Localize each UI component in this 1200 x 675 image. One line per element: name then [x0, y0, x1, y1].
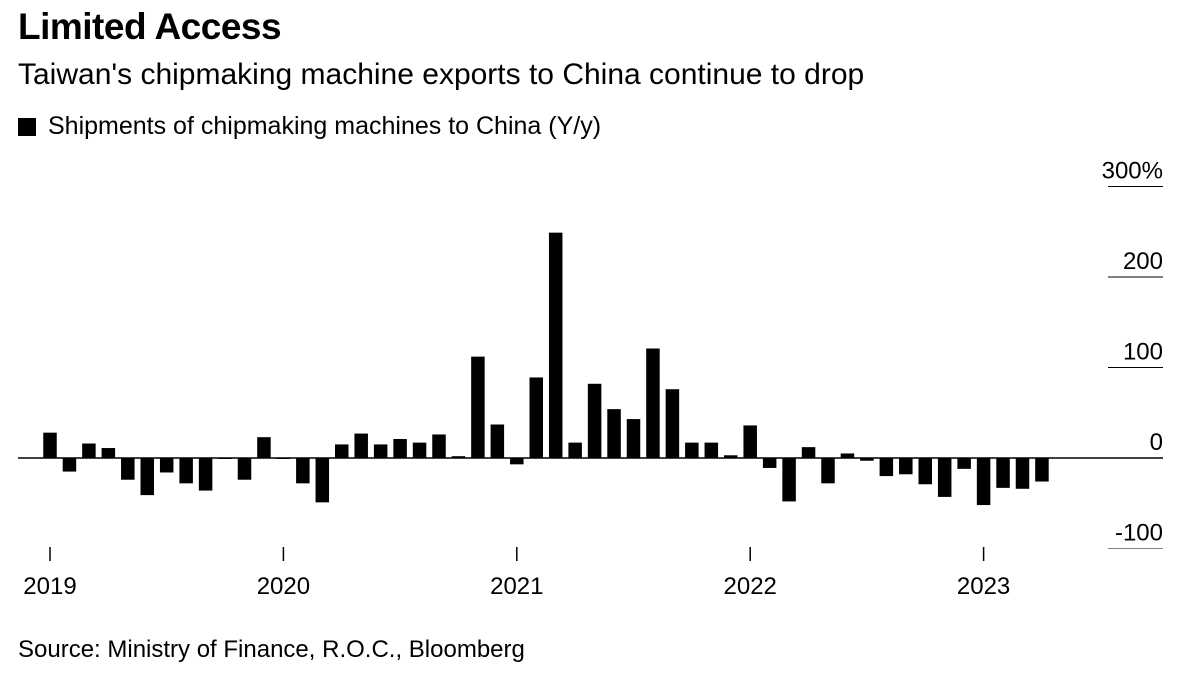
bar [860, 458, 874, 461]
x-tick-label: 2020 [257, 573, 310, 600]
bar [918, 458, 932, 485]
bar [432, 434, 446, 458]
x-ticks: 2019 2020 2021 2022 2023 [23, 547, 1010, 600]
bar [626, 419, 641, 458]
bar [490, 424, 505, 458]
bar [1015, 458, 1030, 489]
bar [996, 458, 1010, 488]
bar [315, 458, 330, 503]
bar [899, 458, 913, 475]
bar [510, 458, 524, 465]
bar [451, 456, 466, 458]
source-note: Source: Ministry of Finance, R.O.C., Blo… [18, 636, 525, 663]
bar [937, 458, 952, 497]
bar [782, 458, 796, 502]
bar [646, 348, 660, 458]
bar [568, 442, 582, 458]
legend: Shipments of chipmaking machines to Chin… [18, 112, 601, 141]
bar [840, 453, 855, 458]
x-tick-label: 2019 [23, 573, 76, 600]
x-tick-label: 2021 [490, 573, 543, 600]
bar [335, 444, 349, 458]
legend-label: Shipments of chipmaking machines to Chin… [48, 112, 602, 140]
chart-subtitle: Taiwan's chipmaking machine exports to C… [18, 58, 865, 91]
bar [801, 447, 816, 458]
bar [587, 383, 602, 458]
bar [1035, 458, 1049, 482]
bar [159, 458, 174, 473]
bar [393, 438, 407, 458]
bar [62, 458, 77, 472]
y-tick-label: -100 [1115, 520, 1163, 547]
bar [976, 458, 991, 506]
y-grid: 300% 200 100 0 -100 [1102, 158, 1163, 549]
legend-swatch [18, 117, 36, 136]
bar [237, 458, 252, 480]
bar [354, 433, 368, 458]
y-tick-label: 0 [1150, 429, 1163, 456]
bar [724, 455, 738, 458]
bar [704, 442, 719, 458]
bar [548, 232, 563, 458]
bar [607, 409, 621, 458]
x-tick-label: 2022 [724, 573, 777, 600]
bar [179, 458, 193, 484]
bar [121, 458, 135, 480]
bar [373, 444, 388, 458]
bar [198, 458, 213, 491]
bar [665, 389, 680, 458]
bar [685, 442, 699, 458]
bar [879, 458, 894, 477]
bars [43, 232, 1049, 506]
bar [140, 458, 154, 496]
bar [43, 432, 57, 458]
y-tick-label: 200 [1123, 248, 1163, 275]
bar [762, 458, 777, 468]
bar [743, 425, 757, 458]
chart-title: Limited Access [18, 6, 282, 47]
bar [412, 442, 427, 458]
bar [296, 458, 310, 484]
bar-chart: 300% 200 100 0 -100 2019 2020 2021 2022 2023 [18, 158, 1163, 600]
bar [957, 458, 971, 469]
bar [821, 458, 835, 484]
y-tick-label: 300% [1102, 158, 1163, 185]
bar [257, 437, 271, 458]
bar [471, 356, 485, 458]
y-tick-label: 100 [1123, 339, 1163, 366]
x-tick-label: 2023 [957, 573, 1010, 600]
bar [529, 377, 543, 458]
bar [82, 443, 96, 458]
bar [101, 448, 116, 458]
